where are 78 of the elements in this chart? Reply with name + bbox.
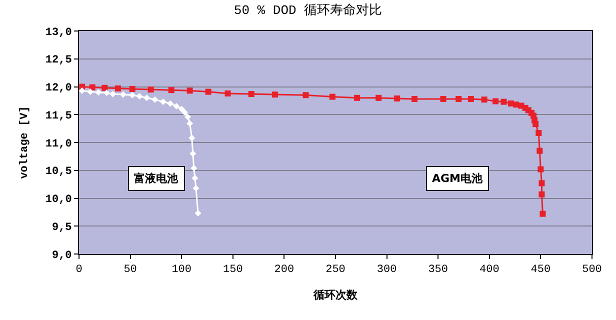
point <box>538 166 544 172</box>
point <box>152 96 158 103</box>
y-tick-label: 9,5 <box>52 222 72 234</box>
point <box>440 96 446 102</box>
point <box>129 92 136 98</box>
point <box>181 109 188 116</box>
point <box>136 92 143 100</box>
point <box>186 88 193 94</box>
point <box>89 84 96 90</box>
point <box>173 103 180 110</box>
point <box>110 90 116 98</box>
point <box>79 87 86 94</box>
point <box>129 86 136 92</box>
chart-title: 50 % DOD 循环寿命对比 <box>234 2 382 18</box>
point <box>540 210 546 217</box>
x-tick-label: 400 <box>479 264 500 276</box>
point <box>192 184 200 192</box>
y-tick-label: 10,5 <box>45 166 72 178</box>
point <box>354 94 360 101</box>
point <box>148 86 154 93</box>
point <box>536 130 542 136</box>
point <box>412 96 418 102</box>
point <box>224 90 231 96</box>
point <box>143 94 150 102</box>
point <box>188 134 196 142</box>
point <box>190 164 198 172</box>
point <box>102 84 108 91</box>
y-tick-label: 9,0 <box>52 250 72 262</box>
x-tick-label: 500 <box>582 264 602 276</box>
point <box>114 85 121 92</box>
point <box>538 191 545 198</box>
point <box>302 92 309 98</box>
x-tick-label: 250 <box>326 264 346 276</box>
x-tick-label: 200 <box>274 264 294 276</box>
y-tick-label: 11,0 <box>45 138 72 150</box>
point <box>87 88 94 96</box>
point <box>95 89 102 96</box>
x-tick-label: 300 <box>376 264 397 276</box>
point <box>192 174 198 182</box>
point <box>248 91 254 97</box>
point <box>178 106 185 112</box>
point <box>532 121 539 128</box>
y-tick-label: 12,0 <box>45 82 72 95</box>
x-tick-label: 350 <box>428 264 448 276</box>
y-tick-label: 13,0 <box>45 26 72 39</box>
point <box>376 94 382 101</box>
y-tick-label: 11,5 <box>45 110 72 122</box>
point <box>186 120 194 127</box>
annotation: AGM电池 <box>432 172 484 185</box>
point <box>481 96 488 103</box>
annotation: 富液电池 <box>134 172 179 185</box>
point <box>272 92 278 98</box>
point <box>456 96 462 102</box>
point <box>536 148 543 154</box>
point <box>184 114 192 120</box>
point <box>394 95 400 102</box>
point <box>205 88 212 95</box>
point <box>168 87 174 94</box>
point <box>160 98 166 106</box>
point <box>103 90 110 96</box>
point <box>468 96 474 102</box>
x-tick-label: 50 <box>124 264 137 276</box>
y-tick-label: 10,0 <box>45 194 72 206</box>
point <box>329 94 336 100</box>
x-tick-label: 100 <box>172 264 192 276</box>
point <box>492 98 499 104</box>
point <box>120 91 126 98</box>
x-tick-label: 150 <box>222 264 243 276</box>
x-axis-title: 循环次数 <box>312 288 358 302</box>
x-tick-label: 450 <box>530 264 551 276</box>
point <box>194 210 202 217</box>
point <box>538 180 545 186</box>
y-tick-label: 12,5 <box>45 54 72 67</box>
x-tick-label: 0 <box>76 264 82 276</box>
point <box>190 150 196 157</box>
point <box>167 100 174 107</box>
point <box>500 98 507 105</box>
y-axis-title: voltage [V] <box>19 106 32 179</box>
